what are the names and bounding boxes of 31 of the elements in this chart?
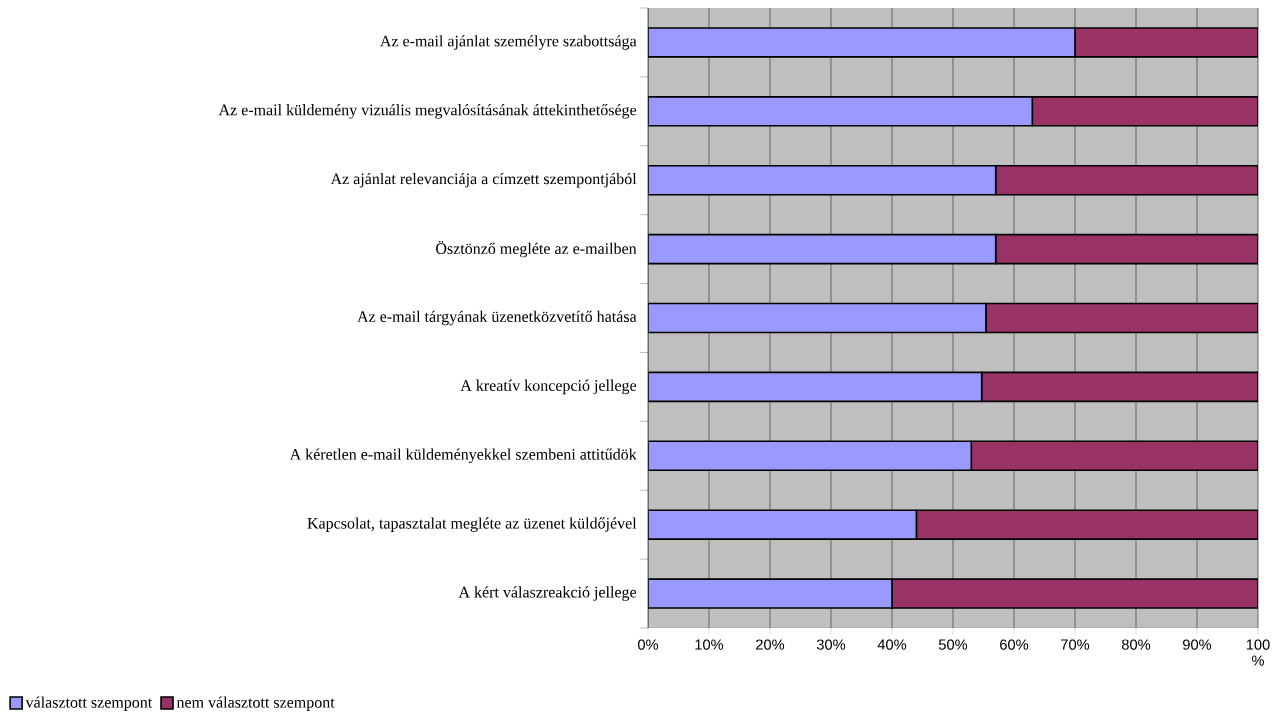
bar bbox=[994, 164, 1258, 196]
x-tick-label: 70% bbox=[1061, 639, 1090, 650]
x-tick-label: 20% bbox=[756, 639, 785, 650]
x-tick-label: 100 % bbox=[1246, 639, 1270, 666]
x-tick-label: 10% bbox=[695, 639, 724, 650]
y-tick-label: Az e-mail küldemény vizuális megvalósításának áttekinthetősége bbox=[218, 104, 637, 119]
x-tick-label: 60% bbox=[1000, 639, 1029, 650]
y-tick-label: Kapcsolat, tapasztalat megléte az üzenet küldőjével bbox=[307, 517, 637, 532]
x-tick-label: 0% bbox=[637, 639, 659, 650]
bar bbox=[980, 371, 1258, 403]
bar bbox=[1031, 96, 1258, 127]
legend-label: nem választott szempont bbox=[176, 696, 335, 711]
y-tick-label: Az ajánlat relevanciája a címzett szempontjából bbox=[330, 172, 637, 188]
bar bbox=[891, 578, 1258, 609]
y-tick-label: A kéretlen e-mail küldeményekkel szembeni attitűdök bbox=[289, 448, 637, 464]
bar bbox=[1074, 27, 1258, 58]
y-tick-label: A kreatív koncepció jellege bbox=[460, 379, 637, 395]
y-tick-label: Az e-mail ajánlat személyre szabottsága bbox=[380, 35, 637, 50]
x-tick-label: 50% bbox=[938, 639, 968, 650]
bar bbox=[994, 233, 1258, 265]
legend-label: választott szempont bbox=[25, 696, 153, 711]
x-tick-label: 40% bbox=[877, 639, 907, 650]
y-tick-label: A kért válaszreakció jellege bbox=[458, 586, 637, 601]
bar bbox=[915, 509, 1258, 540]
bar bbox=[985, 302, 1258, 334]
y-tick-label: Az e-mail tárgyának üzenetközvetítő hatása bbox=[357, 310, 637, 326]
x-tick-label: 30% bbox=[816, 639, 846, 650]
bar bbox=[970, 440, 1258, 472]
x-tick-label: 90% bbox=[1183, 639, 1212, 650]
y-tick-label: Ösztönző megléte az e-mailben bbox=[436, 240, 637, 258]
x-tick-label: 80% bbox=[1121, 639, 1151, 650]
